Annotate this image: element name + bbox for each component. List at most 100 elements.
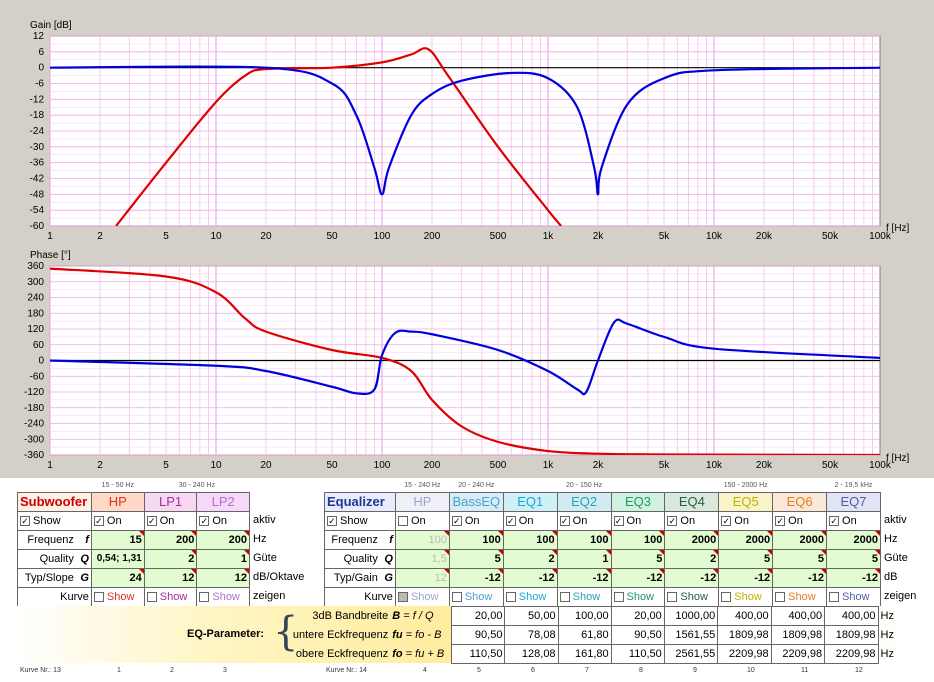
sub-lp1-show[interactable]: Show bbox=[143, 586, 198, 607]
sub-unit-slope: dB/Oktave bbox=[253, 571, 305, 583]
y-tick-label: -6 bbox=[35, 79, 44, 90]
subwoofer-curve bbox=[50, 267, 880, 455]
subwoofer-curve bbox=[115, 47, 562, 226]
eq-basseq-gain[interactable]: -12 bbox=[448, 567, 504, 588]
check-icon: ✓ bbox=[505, 515, 516, 526]
x-tick-label: 5 bbox=[163, 460, 169, 471]
eq-typ-label: Typ/Gain G bbox=[324, 567, 396, 588]
eq-eq1-q[interactable]: 2 bbox=[502, 548, 558, 569]
eqparam-formula: fu = fo - B bbox=[390, 625, 453, 645]
eq-eq2-q[interactable]: 1 bbox=[556, 548, 612, 569]
eq-eq4-freq[interactable]: 2000 bbox=[664, 529, 720, 550]
sub-lp1-q[interactable]: 2 bbox=[143, 548, 198, 569]
eq-eq7-show[interactable]: Show bbox=[826, 586, 881, 607]
eq-eq5-on-toggle[interactable]: ✓ On bbox=[718, 510, 774, 531]
eqparam-value: 50,00 bbox=[504, 606, 559, 626]
eq-show-toggle[interactable]: ✓ Show bbox=[324, 510, 396, 531]
eq-eq1-on-toggle[interactable]: ✓ On bbox=[502, 510, 558, 531]
kurve-nr-1: 1 bbox=[117, 667, 121, 674]
eq-eq5-q[interactable]: 5 bbox=[718, 548, 774, 569]
eq-low-range: 20 - 150 Hz bbox=[503, 480, 665, 492]
x-tick-label: 2k bbox=[593, 231, 605, 242]
eq-eq1-show[interactable]: Show bbox=[502, 586, 558, 607]
eq-eq7-q[interactable]: 5 bbox=[826, 548, 881, 569]
eq-unit-hz: Hz bbox=[884, 533, 898, 545]
x-tick-label: 200 bbox=[424, 231, 441, 242]
eq-eq5-gain[interactable]: -12 bbox=[718, 567, 774, 588]
checkbox-icon bbox=[829, 591, 840, 602]
x-tick-label: 5k bbox=[659, 231, 671, 242]
eq-eq6-q[interactable]: 5 bbox=[772, 548, 828, 569]
eq-eq7-gain[interactable]: -12 bbox=[826, 567, 881, 588]
x-tick-label: 1k bbox=[543, 231, 555, 242]
check-icon: ✓ bbox=[146, 515, 157, 526]
eq-eq4-q[interactable]: 2 bbox=[664, 548, 720, 569]
eq-eq3-gain[interactable]: -12 bbox=[610, 567, 666, 588]
eq-eq6-freq[interactable]: 2000 bbox=[772, 529, 828, 550]
y-tick-label: -54 bbox=[30, 205, 45, 216]
eq-eq7-on-toggle[interactable]: ✓ On bbox=[826, 510, 881, 531]
checkbox-icon bbox=[93, 591, 104, 602]
checkbox-icon bbox=[199, 591, 210, 602]
sub-lp1-on-toggle[interactable]: ✓ On bbox=[143, 510, 198, 531]
eq-eq2-show[interactable]: Show bbox=[556, 586, 612, 607]
eq-eq1-freq[interactable]: 100 bbox=[502, 529, 558, 550]
eq-eq3-show[interactable]: Show bbox=[610, 586, 666, 607]
sub-lp2-on-toggle[interactable]: ✓ On bbox=[196, 510, 250, 531]
eq-basseq-q[interactable]: 5 bbox=[448, 548, 504, 569]
sub-lp2-show[interactable]: Show bbox=[196, 586, 250, 607]
eqparam-label: obere Eckfrequenz bbox=[295, 648, 389, 660]
eq-eq2-gain[interactable]: -12 bbox=[556, 567, 612, 588]
eq-basseq-show[interactable]: Show bbox=[448, 586, 504, 607]
eq-hp-q[interactable]: 1,5 bbox=[394, 548, 450, 569]
y-tick-label: 360 bbox=[27, 261, 44, 272]
eq-eq3-freq[interactable]: 100 bbox=[610, 529, 666, 550]
eq-eq6-gain[interactable]: -12 bbox=[772, 567, 828, 588]
y-tick-label: -18 bbox=[30, 110, 45, 121]
sub-hp-show[interactable]: Show bbox=[90, 586, 145, 607]
eq-eq1-gain[interactable]: -12 bbox=[502, 567, 558, 588]
eq-eq5-show[interactable]: Show bbox=[718, 586, 774, 607]
kurve-nr-12: 12 bbox=[855, 667, 863, 674]
eq-eq4-gain[interactable]: -12 bbox=[664, 567, 720, 588]
y-tick-label: 0 bbox=[38, 356, 44, 367]
sub-unit-aktiv: aktiv bbox=[253, 514, 276, 526]
sub-units: aktiv Hz Güte dB/Oktave zeigen bbox=[253, 511, 304, 606]
sub-lp1-freq[interactable]: 200 bbox=[143, 529, 198, 550]
eq-eq7-freq[interactable]: 2000 bbox=[826, 529, 881, 550]
sub-hp-on-toggle[interactable]: ✓ On bbox=[90, 510, 145, 531]
sub-lp2-q[interactable]: 1 bbox=[196, 548, 250, 569]
eq-hp-freq[interactable]: 100 bbox=[394, 529, 450, 550]
eq-eq3-q[interactable]: 5 bbox=[610, 548, 666, 569]
eq-freq-label: Frequenz f bbox=[324, 529, 396, 550]
kurve-nr-9: 9 bbox=[693, 667, 697, 674]
eq-hp-show[interactable]: Show bbox=[394, 586, 450, 607]
eq-eq3-on-toggle[interactable]: ✓ On bbox=[610, 510, 666, 531]
equalizer-curve bbox=[50, 65, 880, 196]
eq-eq6-show[interactable]: Show bbox=[772, 586, 828, 607]
eq-basseq-on-toggle[interactable]: ✓ On bbox=[448, 510, 504, 531]
eq-eq2-freq[interactable]: 100 bbox=[556, 529, 612, 550]
sub-hp-freq[interactable]: 15 bbox=[90, 529, 145, 550]
eq-eq2-on-toggle[interactable]: ✓ On bbox=[556, 510, 612, 531]
sub-hp-slope[interactable]: 24 bbox=[90, 567, 145, 588]
x-tick-label: 100k bbox=[869, 460, 892, 471]
eq-eq5-freq[interactable]: 2000 bbox=[718, 529, 774, 550]
eq-eq4-show[interactable]: Show bbox=[664, 586, 720, 607]
eqparam-value: 2209,98 bbox=[717, 644, 772, 664]
eq-basseq-freq[interactable]: 100 bbox=[448, 529, 504, 550]
y-tick-label: 12 bbox=[33, 31, 45, 42]
sub-lp2-freq[interactable]: 200 bbox=[196, 529, 250, 550]
eq-eq6-on-toggle[interactable]: ✓ On bbox=[772, 510, 828, 531]
subwoofer-panel: 15 - 50 Hz 30 - 240 Hz Subwoofer HP LP1 L… bbox=[17, 480, 250, 607]
eq-eq4-on-toggle[interactable]: ✓ On bbox=[664, 510, 720, 531]
eq-hp-on-toggle[interactable]: On bbox=[394, 510, 450, 531]
eqparam-value: 2561,55 bbox=[663, 644, 719, 664]
sub-lp2-slope[interactable]: 12 bbox=[196, 567, 250, 588]
sub-show-toggle[interactable]: ✓ Show bbox=[17, 510, 92, 531]
kurve-nr-4: 4 bbox=[423, 667, 427, 674]
eq-hp-gain[interactable]: 12 bbox=[394, 567, 450, 588]
eqparam-unit: Hz bbox=[880, 629, 894, 641]
sub-hp-q[interactable]: 0,54; 1,31 bbox=[90, 548, 145, 569]
sub-lp1-slope[interactable]: 12 bbox=[143, 567, 198, 588]
